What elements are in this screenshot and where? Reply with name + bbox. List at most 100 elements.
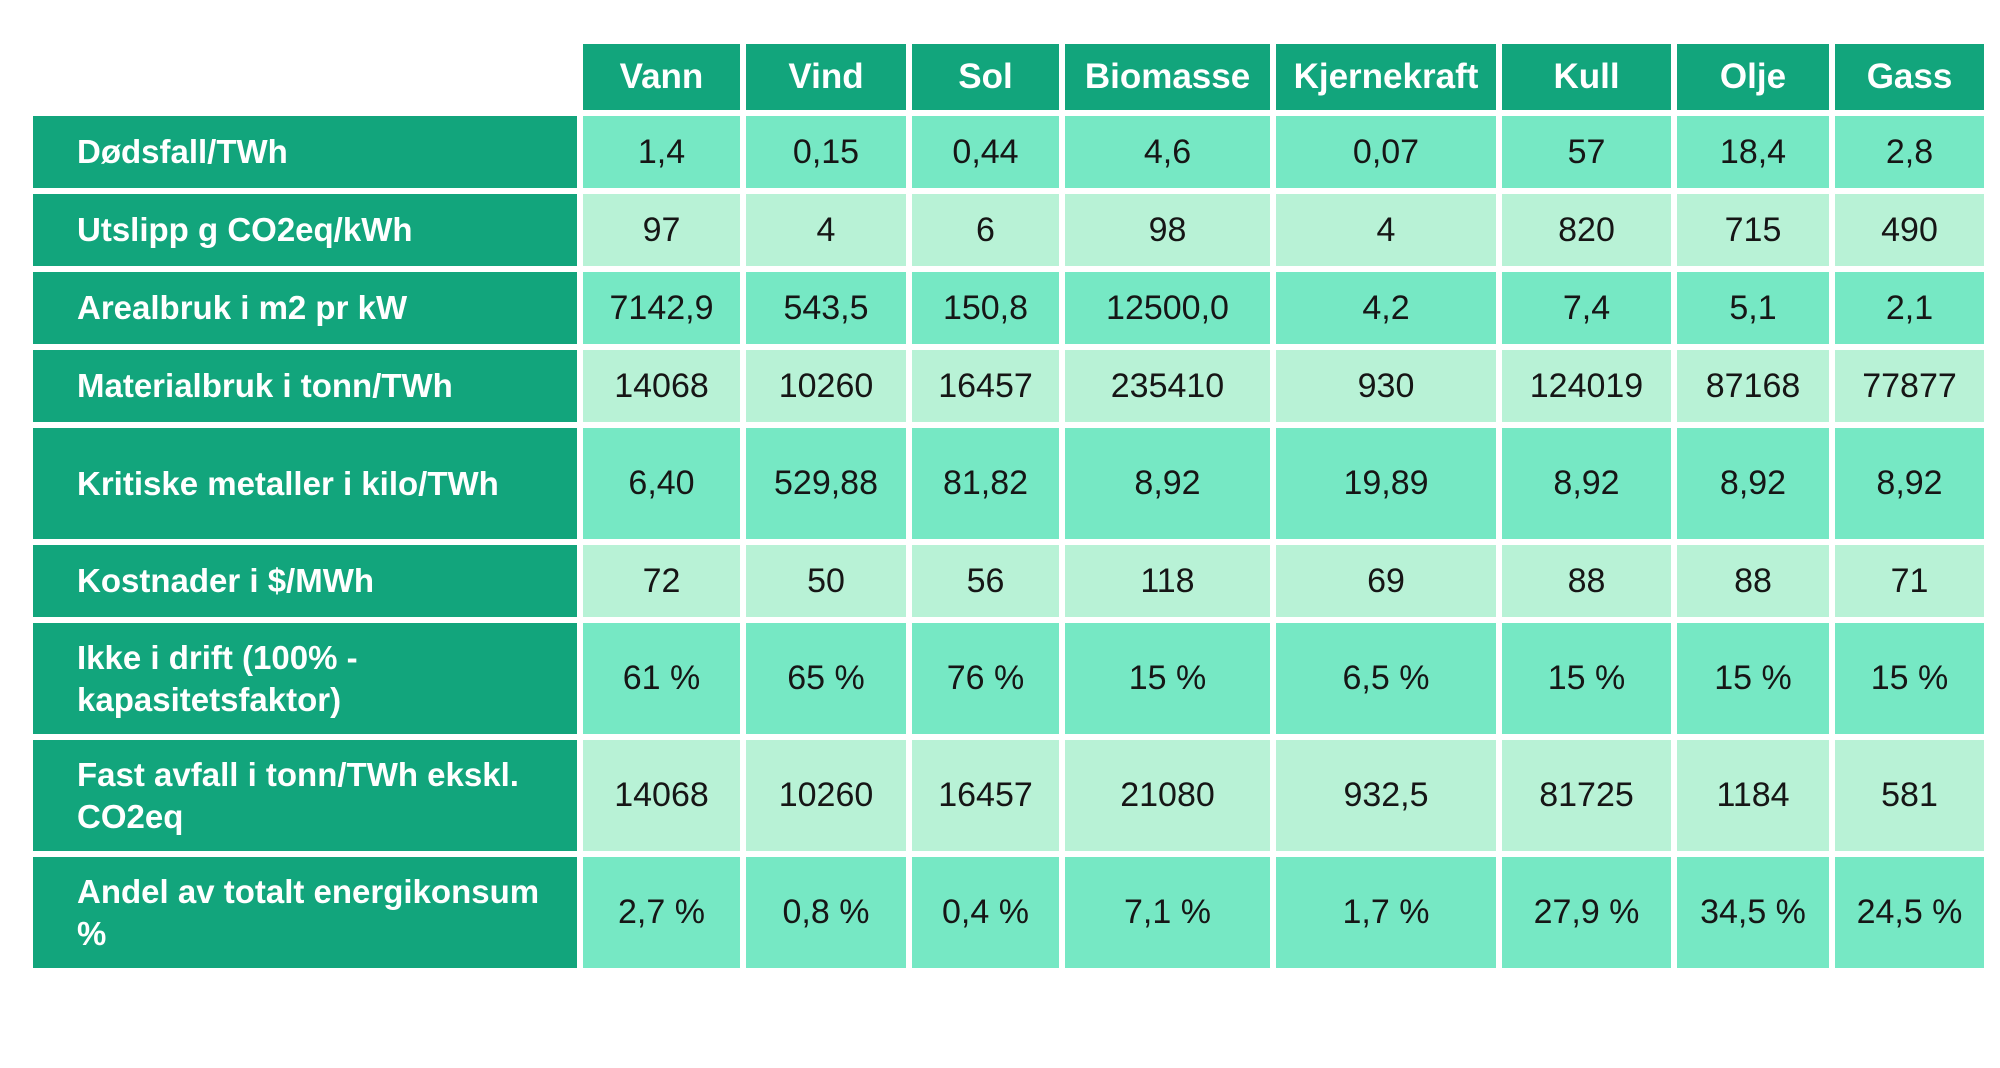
table-cell: 118	[1065, 545, 1270, 617]
table-cell: 16457	[912, 740, 1059, 851]
table-cell: 0,15	[746, 116, 906, 188]
table-row-ikke-i-drift: Ikke i drift (100% - kapasitetsfaktor) 6…	[33, 623, 1984, 734]
column-header-biomasse: Biomasse	[1065, 44, 1270, 110]
column-header-gass: Gass	[1835, 44, 1984, 110]
table-cell: 1,4	[583, 116, 740, 188]
table-cell: 7,4	[1502, 272, 1671, 344]
row-label: Arealbruk i m2 pr kW	[33, 272, 577, 344]
table-cell: 7,1 %	[1065, 857, 1270, 968]
table-cell: 24,5 %	[1835, 857, 1984, 968]
row-label: Kritiske metaller i kilo/TWh	[33, 428, 577, 539]
table-cell: 8,92	[1502, 428, 1671, 539]
table-cell: 4,2	[1276, 272, 1496, 344]
table-cell: 10260	[746, 350, 906, 422]
table-cell: 65 %	[746, 623, 906, 734]
table-cell: 1,7 %	[1276, 857, 1496, 968]
table-cell: 930	[1276, 350, 1496, 422]
row-label: Fast avfall i tonn/TWh ekskl. CO2eq	[33, 740, 577, 851]
table-cell: 0,07	[1276, 116, 1496, 188]
row-label: Andel av totalt energikonsum %	[33, 857, 577, 968]
table-cell: 6,40	[583, 428, 740, 539]
table-cell: 14068	[583, 350, 740, 422]
table-cell: 4	[746, 194, 906, 266]
table-cell: 820	[1502, 194, 1671, 266]
table-row-dodsfall: Dødsfall/TWh 1,4 0,15 0,44 4,6 0,07 57 1…	[33, 116, 1984, 188]
table-cell: 88	[1502, 545, 1671, 617]
table-cell: 34,5 %	[1677, 857, 1829, 968]
row-label: Ikke i drift (100% - kapasitetsfaktor)	[33, 623, 577, 734]
table-cell: 14068	[583, 740, 740, 851]
table-cell: 50	[746, 545, 906, 617]
table-row-kostnader: Kostnader i $/MWh 72 50 56 118 69 88 88 …	[33, 545, 1984, 617]
table-row-andel-energikonsum: Andel av totalt energikonsum % 2,7 % 0,8…	[33, 857, 1984, 968]
table-cell: 19,89	[1276, 428, 1496, 539]
corner-cell	[33, 44, 577, 110]
table-row-arealbruk: Arealbruk i m2 pr kW 7142,9 543,5 150,8 …	[33, 272, 1984, 344]
table-cell: 2,7 %	[583, 857, 740, 968]
table-cell: 8,92	[1065, 428, 1270, 539]
table-cell: 0,8 %	[746, 857, 906, 968]
table-cell: 490	[1835, 194, 1984, 266]
table-cell: 8,92	[1677, 428, 1829, 539]
row-label: Dødsfall/TWh	[33, 116, 577, 188]
table-cell: 10260	[746, 740, 906, 851]
table-cell: 2,8	[1835, 116, 1984, 188]
table-row-materialbruk: Materialbruk i tonn/TWh 14068 10260 1645…	[33, 350, 1984, 422]
table-cell: 932,5	[1276, 740, 1496, 851]
table-cell: 27,9 %	[1502, 857, 1671, 968]
table-cell: 76 %	[912, 623, 1059, 734]
row-label: Kostnader i $/MWh	[33, 545, 577, 617]
column-header-sol: Sol	[912, 44, 1059, 110]
table-cell: 1184	[1677, 740, 1829, 851]
column-header-kull: Kull	[1502, 44, 1671, 110]
table-cell: 16457	[912, 350, 1059, 422]
table-cell: 6,5 %	[1276, 623, 1496, 734]
table-cell: 88	[1677, 545, 1829, 617]
table-cell: 98	[1065, 194, 1270, 266]
table-cell: 529,88	[746, 428, 906, 539]
table-cell: 581	[1835, 740, 1984, 851]
header-row: Vann Vind Sol Biomasse Kjernekraft Kull …	[33, 44, 1984, 110]
table-cell: 61 %	[583, 623, 740, 734]
table-cell: 12500,0	[1065, 272, 1270, 344]
row-label: Utslipp g CO2eq/kWh	[33, 194, 577, 266]
table-cell: 0,44	[912, 116, 1059, 188]
table-cell: 150,8	[912, 272, 1059, 344]
table-cell: 235410	[1065, 350, 1270, 422]
column-header-vind: Vind	[746, 44, 906, 110]
table-cell: 18,4	[1677, 116, 1829, 188]
table-row-utslipp: Utslipp g CO2eq/kWh 97 4 6 98 4 820 715 …	[33, 194, 1984, 266]
column-header-vann: Vann	[583, 44, 740, 110]
table-cell: 15 %	[1502, 623, 1671, 734]
table-cell: 81,82	[912, 428, 1059, 539]
column-header-kjernekraft: Kjernekraft	[1276, 44, 1496, 110]
table-cell: 15 %	[1835, 623, 1984, 734]
table-cell: 87168	[1677, 350, 1829, 422]
table-cell: 15 %	[1677, 623, 1829, 734]
table-cell: 72	[583, 545, 740, 617]
table-row-kritiske-metaller: Kritiske metaller i kilo/TWh 6,40 529,88…	[33, 428, 1984, 539]
table-cell: 2,1	[1835, 272, 1984, 344]
table-cell: 97	[583, 194, 740, 266]
table-cell: 4,6	[1065, 116, 1270, 188]
table-cell: 5,1	[1677, 272, 1829, 344]
table-cell: 81725	[1502, 740, 1671, 851]
table-cell: 6	[912, 194, 1059, 266]
table-cell: 543,5	[746, 272, 906, 344]
table-cell: 124019	[1502, 350, 1671, 422]
table-cell: 715	[1677, 194, 1829, 266]
table-cell: 7142,9	[583, 272, 740, 344]
table-cell: 21080	[1065, 740, 1270, 851]
column-header-olje: Olje	[1677, 44, 1829, 110]
row-label: Materialbruk i tonn/TWh	[33, 350, 577, 422]
table-cell: 8,92	[1835, 428, 1984, 539]
energy-comparison-table: Vann Vind Sol Biomasse Kjernekraft Kull …	[27, 38, 1990, 974]
table-cell: 56	[912, 545, 1059, 617]
table-cell: 77877	[1835, 350, 1984, 422]
table-cell: 15 %	[1065, 623, 1270, 734]
table-cell: 71	[1835, 545, 1984, 617]
table-cell: 4	[1276, 194, 1496, 266]
table-row-fast-avfall: Fast avfall i tonn/TWh ekskl. CO2eq 1406…	[33, 740, 1984, 851]
table-cell: 0,4 %	[912, 857, 1059, 968]
